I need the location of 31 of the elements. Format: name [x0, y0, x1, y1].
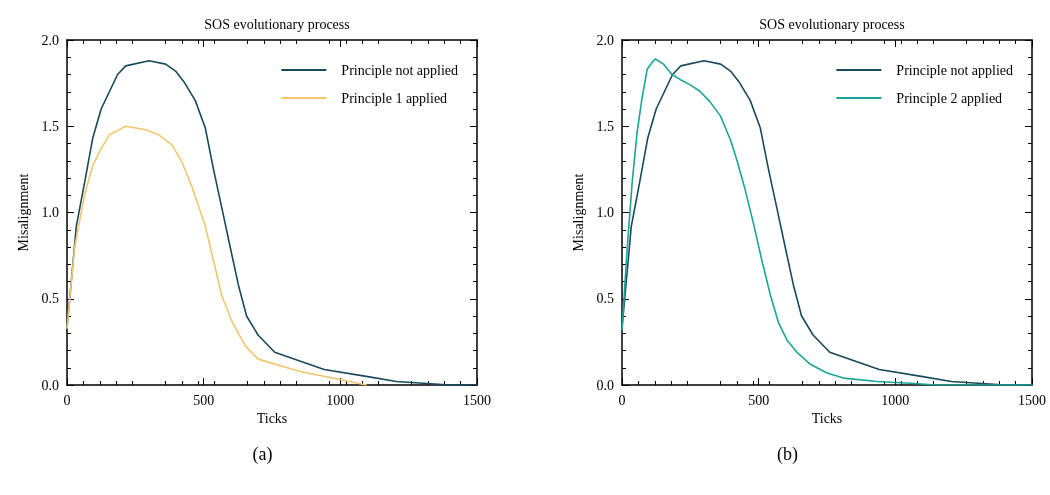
- legend-label: Principle not applied: [896, 62, 1014, 78]
- y-tick-label: 0.0: [41, 377, 59, 393]
- y-tick-label: 0.5: [41, 291, 59, 307]
- x-tick-label: 1500: [463, 392, 491, 408]
- legend-label: Principle not applied: [341, 62, 459, 78]
- line-series: [66, 125, 368, 386]
- x-axis-title: Ticks: [811, 411, 843, 427]
- chart-title: SOS evolutionary process: [759, 16, 905, 32]
- y-tick-label: 2.0: [41, 32, 59, 48]
- y-tick-label: 1.5: [41, 118, 59, 134]
- y-axis-title: Misalignment: [571, 173, 587, 252]
- x-tick-label: 500: [193, 392, 215, 408]
- y-tick-label: 1.0: [41, 205, 59, 220]
- x-tick-label: 1000: [326, 392, 355, 408]
- x-axis-title: Ticks: [256, 411, 288, 427]
- legend-label: Principle 1 applied: [341, 90, 448, 106]
- x-tick-label: 500: [748, 392, 770, 408]
- chart-title: SOS evolutionary process: [204, 16, 350, 32]
- y-axis-title: Misalignment: [16, 173, 32, 252]
- x-tick-label: 1000: [881, 392, 910, 408]
- text: (b): [777, 444, 799, 465]
- y-tick-label: 0.0: [596, 377, 614, 393]
- y-tick-label: 2.0: [596, 32, 614, 48]
- text: (a): [252, 444, 273, 465]
- x-tick-label: 0: [63, 392, 71, 408]
- y-tick-label: 0.5: [596, 291, 614, 307]
- legend-label: Principle 2 applied: [896, 90, 1003, 106]
- x-tick-label: 0: [618, 392, 626, 408]
- y-tick-label: 1.5: [596, 118, 614, 134]
- y-tick-label: 1.0: [596, 205, 614, 220]
- x-tick-label: 1500: [1018, 392, 1046, 408]
